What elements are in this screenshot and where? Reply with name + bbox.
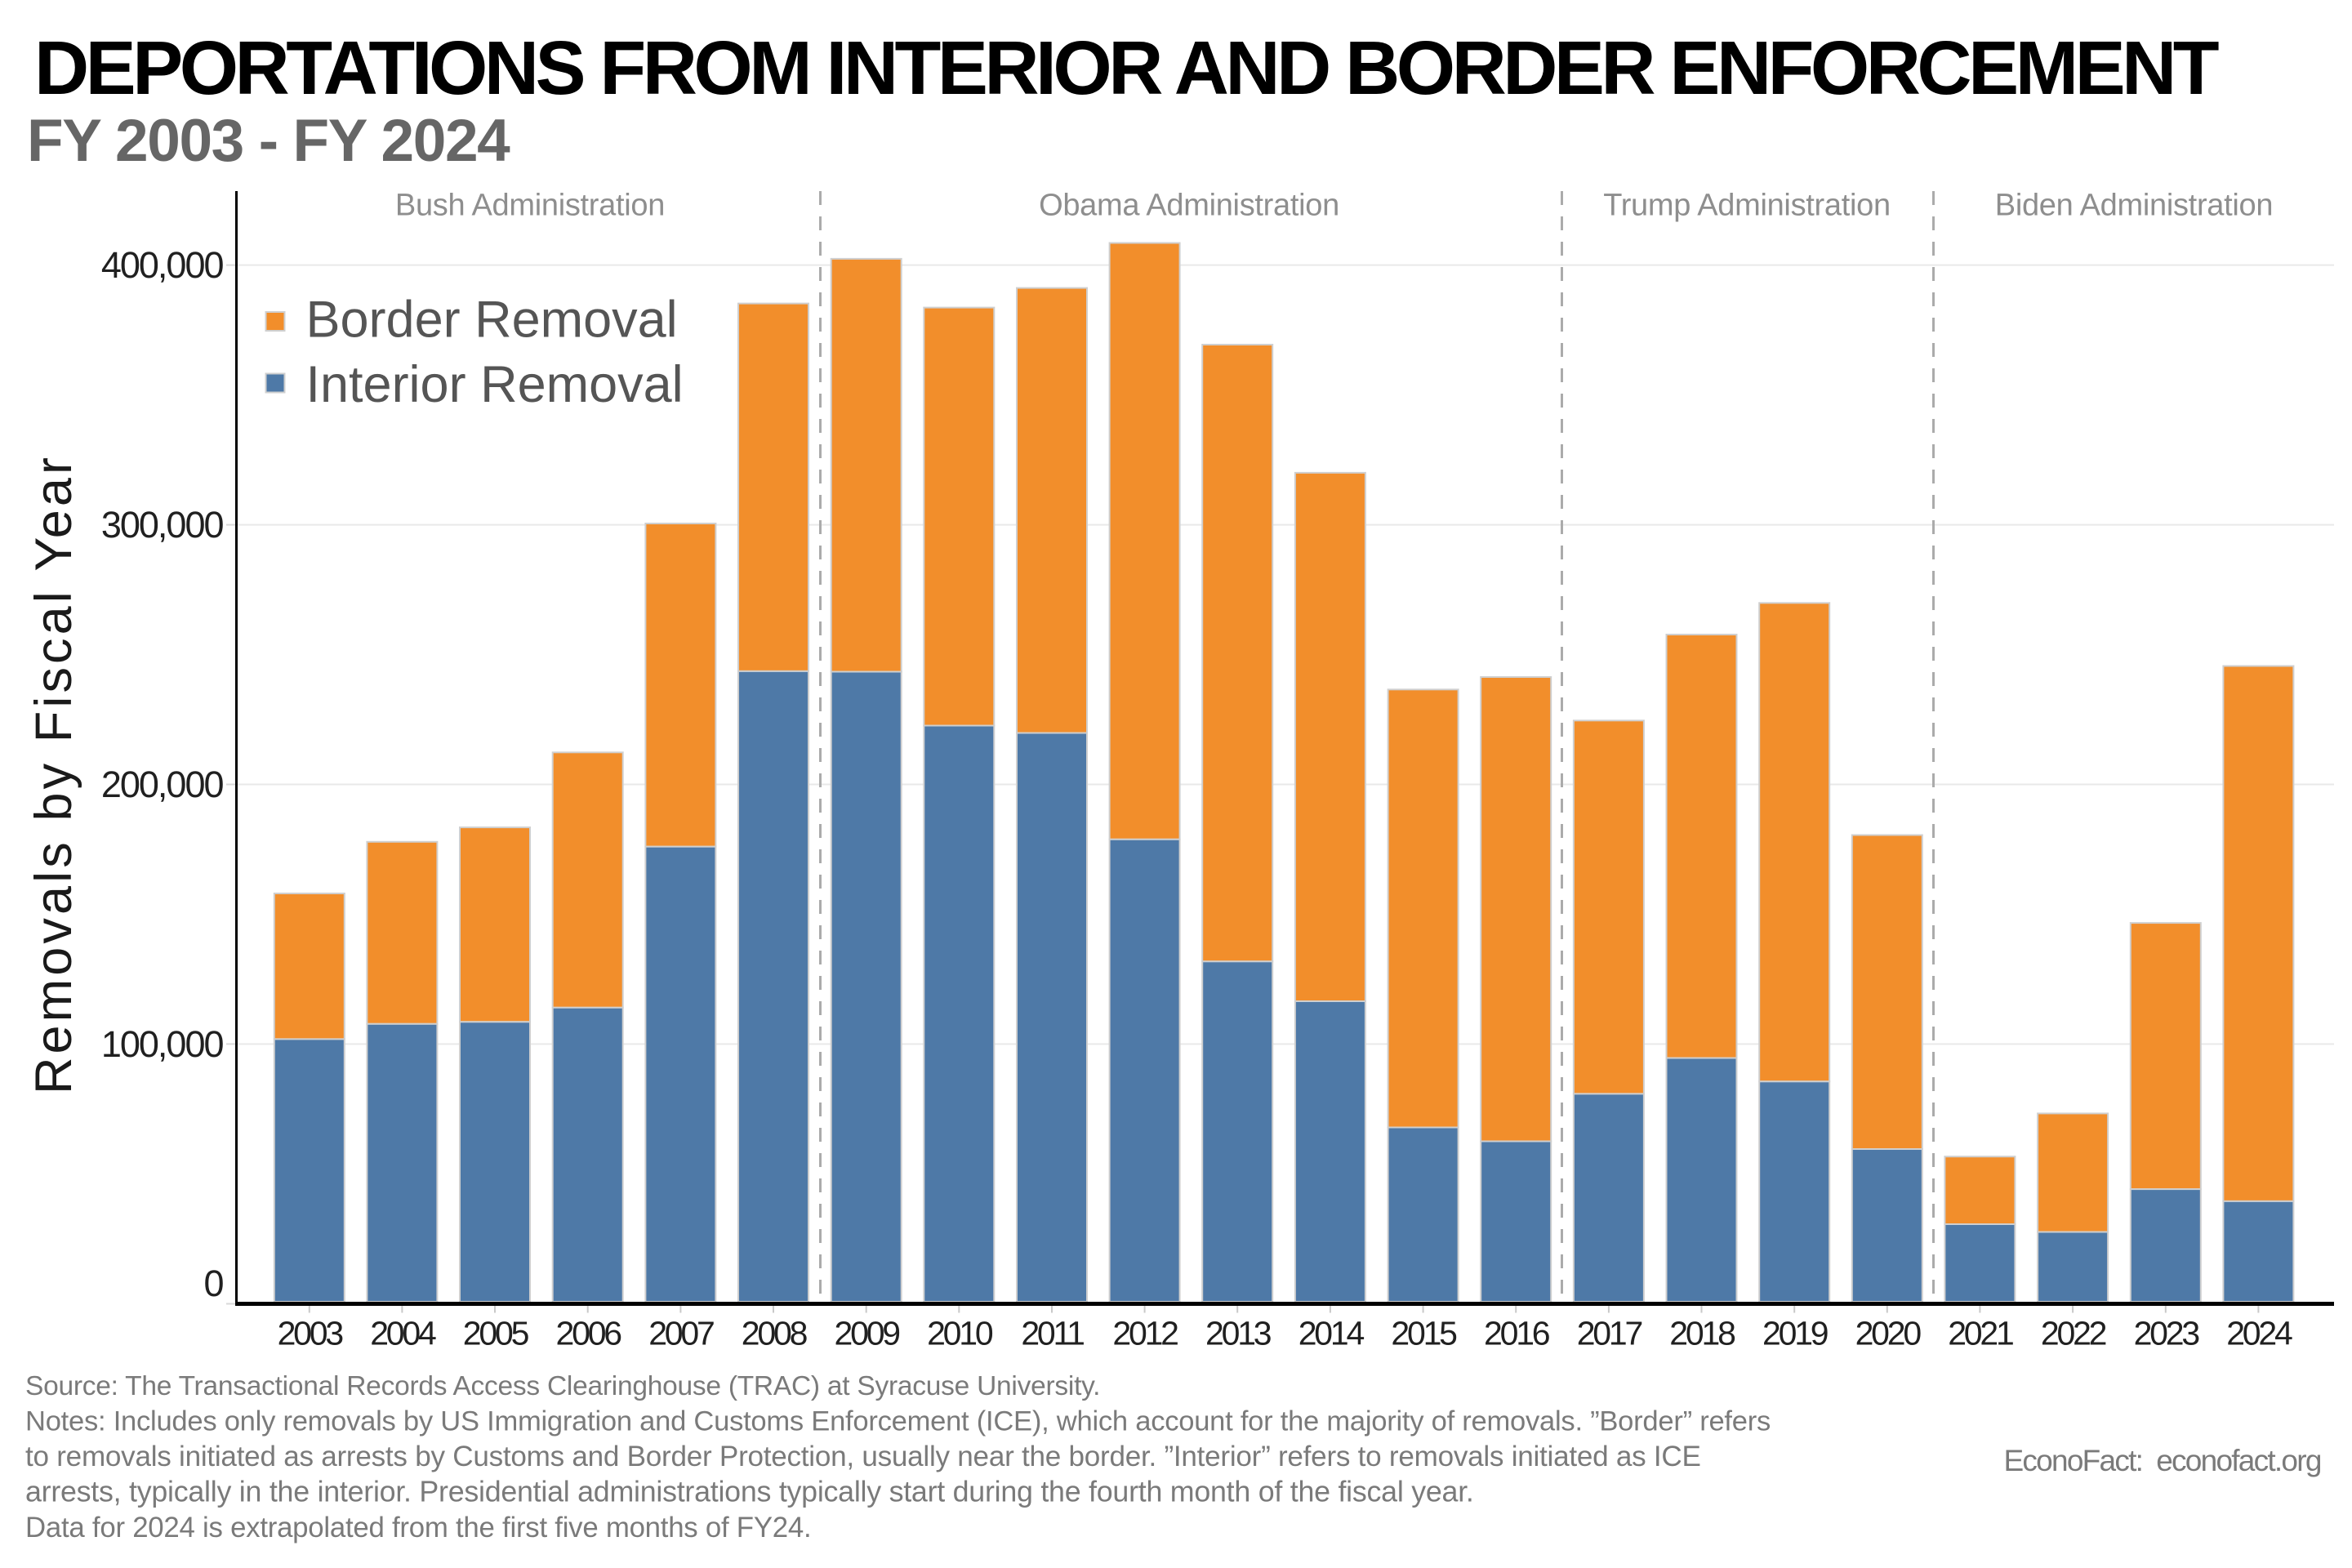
svg-text:Bush Administration: Bush Administration <box>395 189 665 223</box>
svg-text:2005: 2005 <box>463 1315 529 1352</box>
svg-text:Trump Administration: Trump Administration <box>1603 189 1891 223</box>
svg-text:2019: 2019 <box>1762 1315 1828 1352</box>
svg-text:2012: 2012 <box>1112 1315 1178 1352</box>
svg-text:EconoFact: econofact.org: EconoFact: econofact.org <box>2004 1444 2321 1477</box>
svg-text:Data for 2024 is extrapolated: Data for 2024 is extrapolated from the f… <box>25 1512 811 1544</box>
svg-text:FY 2003 - FY 2024: FY 2003 - FY 2024 <box>27 108 510 174</box>
svg-text:arrests, typically in the inte: arrests, typically in the interior. Pres… <box>25 1476 1474 1508</box>
svg-text:200,000: 200,000 <box>101 764 224 805</box>
svg-text:Notes: Includes only removals: Notes: Includes only removals by US Immi… <box>25 1406 1771 1437</box>
svg-text:0: 0 <box>203 1263 223 1304</box>
svg-text:2010: 2010 <box>927 1315 993 1352</box>
svg-text:Border Removal: Border Removal <box>306 292 678 349</box>
svg-text:2004: 2004 <box>370 1315 436 1352</box>
svg-text:2016: 2016 <box>1484 1315 1549 1352</box>
svg-text:2015: 2015 <box>1391 1315 1457 1352</box>
svg-text:100,000: 100,000 <box>101 1023 224 1065</box>
svg-text:2007: 2007 <box>648 1315 714 1352</box>
svg-text:300,000: 300,000 <box>101 504 224 546</box>
svg-text:400,000: 400,000 <box>101 244 224 286</box>
svg-text:2018: 2018 <box>1669 1315 1735 1352</box>
svg-text:2017: 2017 <box>1577 1315 1642 1352</box>
svg-text:2006: 2006 <box>555 1315 621 1352</box>
svg-text:2008: 2008 <box>742 1315 808 1352</box>
svg-text:2009: 2009 <box>834 1315 899 1352</box>
svg-text:2014: 2014 <box>1298 1315 1365 1352</box>
svg-text:2011: 2011 <box>1021 1315 1084 1352</box>
svg-text:2003: 2003 <box>278 1315 343 1352</box>
svg-text:Source: The Transactional Reco: Source: The Transactional Records Access… <box>25 1371 1100 1401</box>
svg-text:DEPORTATIONS FROM INTERIOR AND: DEPORTATIONS FROM INTERIOR AND BORDER EN… <box>34 25 2219 110</box>
svg-text:Biden Administration: Biden Administration <box>1995 189 2273 223</box>
svg-text:2023: 2023 <box>2134 1315 2199 1352</box>
svg-text:2021: 2021 <box>1948 1315 2013 1352</box>
svg-text:Obama Administration: Obama Administration <box>1039 189 1339 223</box>
svg-text:2022: 2022 <box>2041 1315 2106 1352</box>
svg-text:2020: 2020 <box>1855 1315 1922 1352</box>
svg-text:Interior Removal: Interior Removal <box>306 356 684 413</box>
svg-text:Removals by Fiscal Year: Removals by Fiscal Year <box>25 454 82 1094</box>
svg-text:to removals initiated as arres: to removals initiated as arrests by Cust… <box>25 1441 1701 1472</box>
svg-text:2013: 2013 <box>1205 1315 1271 1352</box>
svg-text:2024: 2024 <box>2226 1315 2292 1352</box>
